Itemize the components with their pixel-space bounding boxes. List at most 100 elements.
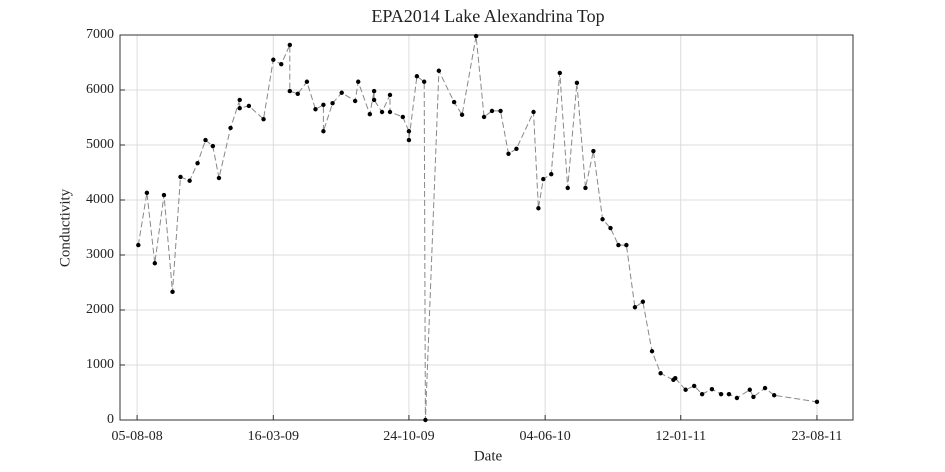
data-point [624, 242, 629, 248]
data-point [451, 99, 457, 105]
x-tick-label: 16-03-09 [248, 429, 299, 444]
x-tick-label: 23-08-11 [792, 429, 843, 444]
data-point [313, 107, 318, 112]
data-point [640, 299, 646, 304]
data-point [536, 206, 541, 211]
data-point [203, 137, 208, 143]
data-point [295, 91, 300, 97]
data-point [367, 112, 373, 117]
data-point [352, 98, 358, 104]
data-point [549, 171, 554, 177]
data-point [371, 88, 377, 94]
data-point [683, 387, 688, 392]
data-point [591, 148, 596, 154]
data-point [321, 102, 326, 108]
data-point [616, 242, 621, 248]
data-point [565, 185, 570, 191]
data-point [387, 109, 393, 115]
data-point [473, 33, 479, 39]
data-point [161, 192, 167, 198]
data-point [481, 114, 487, 120]
data-point [747, 387, 752, 392]
data-point [718, 391, 724, 397]
data-point [228, 125, 233, 131]
data-point [691, 383, 697, 389]
data-point [271, 57, 276, 62]
y-tick-label: 4000 [86, 192, 114, 207]
data-point [557, 70, 562, 76]
data-line [137, 36, 818, 421]
data-point [356, 79, 361, 84]
data-point [608, 225, 613, 231]
data-point [734, 395, 740, 401]
data-point [187, 178, 192, 183]
y-tick-label: 6000 [86, 82, 114, 97]
data-point [339, 90, 344, 95]
data-point [658, 371, 663, 376]
data-point [287, 88, 293, 94]
x-tick-label: 05-08-08 [111, 429, 162, 444]
data-point [178, 174, 183, 180]
data-point [541, 176, 546, 182]
data-point [144, 190, 150, 196]
chart-title: EPA2014 Lake Alexandrina Top [371, 6, 604, 26]
y-tick-label: 7000 [86, 27, 114, 42]
data-point [279, 61, 284, 67]
plot-frame [119, 34, 854, 421]
data-point [261, 116, 266, 122]
data-point [673, 376, 678, 381]
x-tick-label: 24-10-09 [383, 429, 434, 444]
x-tick-label: 12-01-11 [655, 429, 706, 444]
data-point [649, 349, 655, 354]
data-point [195, 160, 200, 166]
data-point [531, 109, 536, 115]
data-point [709, 387, 715, 392]
data-point [583, 185, 588, 191]
data-point [330, 101, 335, 106]
data-point [423, 417, 428, 423]
data-point [216, 175, 222, 181]
data-point [751, 394, 756, 400]
data-point [814, 399, 820, 405]
y-tick-label: 2000 [86, 302, 114, 317]
data-point [632, 305, 638, 310]
data-point [371, 97, 377, 103]
data-point [136, 242, 141, 248]
data-point [237, 105, 242, 111]
data-point [506, 151, 511, 156]
data-point [726, 391, 732, 397]
data-point [762, 385, 768, 391]
data-point [287, 42, 293, 48]
data-point [237, 97, 242, 103]
data-point [400, 114, 406, 120]
x-axis-label: Date [474, 448, 503, 464]
data-point [436, 68, 442, 73]
data-point [387, 92, 393, 98]
data-point [321, 129, 326, 134]
data-point [498, 108, 503, 114]
data-point [514, 146, 519, 152]
y-tick-label: 1000 [86, 357, 114, 372]
data-point [379, 109, 385, 115]
x-tick-label: 04-06-10 [519, 429, 570, 444]
data-point [600, 217, 605, 222]
y-axis-label: Conductivity [57, 188, 73, 267]
data-point [459, 112, 465, 117]
data-point [152, 261, 158, 266]
data-point [406, 137, 412, 143]
data-point [170, 289, 175, 295]
data-point [574, 80, 580, 86]
data-point [489, 108, 495, 114]
y-tick-label: 3000 [86, 247, 114, 262]
data-point [772, 393, 777, 398]
y-tick-label: 0 [107, 412, 114, 427]
data-point [421, 79, 427, 84]
data-point [414, 74, 420, 79]
data-point [246, 103, 252, 109]
y-tick-label: 5000 [86, 137, 114, 152]
data-point [699, 391, 705, 397]
data-point [406, 129, 412, 134]
data-point [304, 79, 310, 84]
data-point [210, 143, 216, 149]
